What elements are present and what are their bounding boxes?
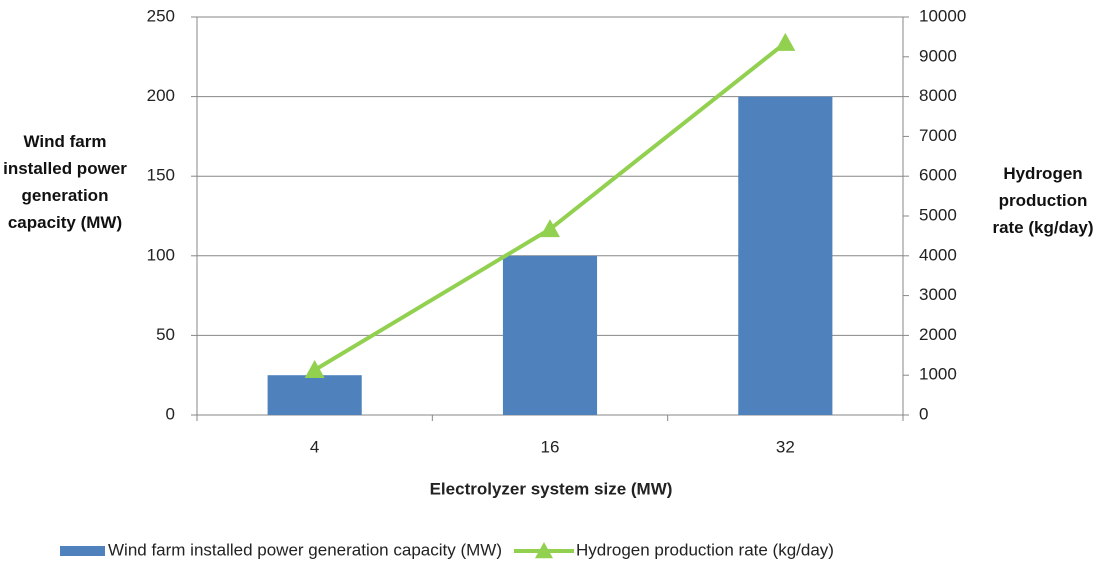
y2-tick-label: 7000 bbox=[919, 126, 957, 145]
legend-swatch bbox=[60, 546, 105, 556]
y2-tick-label: 3000 bbox=[919, 285, 957, 304]
y-tick-label: 250 bbox=[147, 6, 175, 25]
marker bbox=[304, 360, 325, 379]
legend-marker bbox=[534, 542, 553, 559]
y2-tick-label: 9000 bbox=[919, 46, 957, 65]
x-axis-title: Electrolyzer system size (MW) bbox=[430, 479, 673, 498]
marker bbox=[540, 219, 560, 238]
y-tick-label: 50 bbox=[156, 325, 175, 344]
y2-tick-label: 1000 bbox=[919, 365, 957, 384]
y-tick-label: 200 bbox=[147, 86, 175, 105]
bar bbox=[267, 375, 362, 415]
y2-tick-label: 8000 bbox=[919, 86, 957, 105]
x-tick-label: 4 bbox=[310, 437, 319, 456]
y2-tick-label: 5000 bbox=[919, 205, 957, 224]
y2-tick-label: 2000 bbox=[919, 325, 957, 344]
legend-label: Wind farm installed power generation cap… bbox=[108, 540, 502, 559]
y2-tick-label: 0 bbox=[919, 404, 928, 423]
y2-tick-label: 10000 bbox=[919, 6, 966, 25]
y2-tick-label: 4000 bbox=[919, 245, 957, 264]
y2-axis-title: Hydrogen production rate (kg/day) bbox=[992, 164, 1094, 237]
x-tick-label: 16 bbox=[541, 437, 560, 456]
legend-label: Hydrogen production rate (kg/day) bbox=[576, 540, 834, 559]
y-tick-label: 100 bbox=[147, 245, 175, 264]
y2-tick-label: 6000 bbox=[919, 166, 957, 185]
y-axis-title: Wind farm installed power generation cap… bbox=[3, 132, 127, 232]
marker bbox=[775, 32, 796, 51]
y-tick-label: 0 bbox=[166, 404, 175, 423]
bar bbox=[502, 255, 598, 415]
y-tick-label: 150 bbox=[147, 166, 175, 185]
bar bbox=[738, 96, 833, 415]
x-tick-label: 32 bbox=[776, 437, 795, 456]
